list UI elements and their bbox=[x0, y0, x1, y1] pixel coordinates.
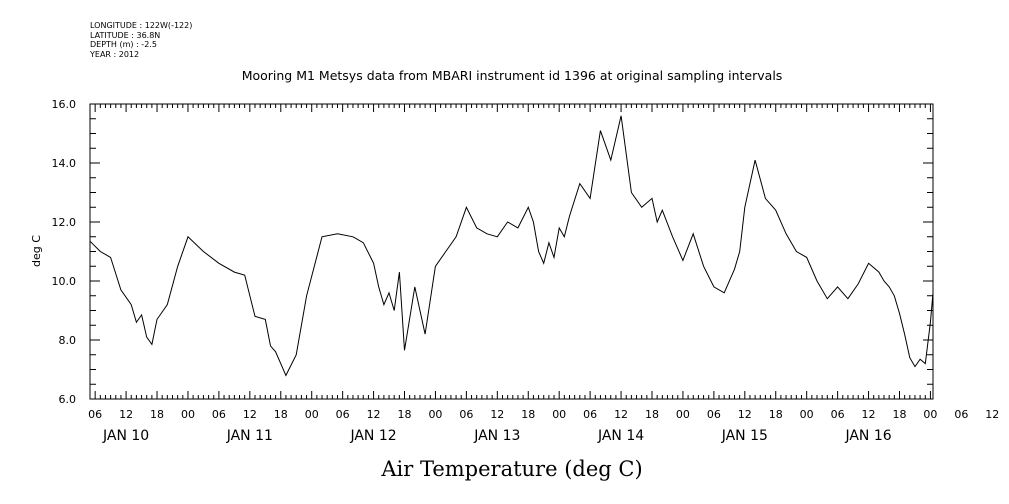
x-tick-label: 06 bbox=[459, 408, 473, 421]
day-label: JAN 12 bbox=[349, 428, 396, 444]
x-tick-label: 06 bbox=[336, 408, 350, 421]
x-tick-label: 12 bbox=[738, 408, 752, 421]
x-tick-label: 18 bbox=[398, 408, 412, 421]
x-tick-label: 12 bbox=[614, 408, 628, 421]
x-tick-label: 00 bbox=[800, 408, 814, 421]
x-tick-label: 06 bbox=[954, 408, 968, 421]
y-tick-label: 16.0 bbox=[52, 98, 77, 111]
x-tick-label: 12 bbox=[367, 408, 381, 421]
y-tick-label: 10.0 bbox=[52, 275, 77, 288]
x-tick-label: 12 bbox=[119, 408, 133, 421]
y-axis: 6.0 8.0 10.0 12.0 14.0 16.0 bbox=[52, 98, 933, 406]
day-label: JAN 11 bbox=[226, 428, 273, 444]
y-tick-label: 14.0 bbox=[52, 157, 77, 170]
x-tick-label: 18 bbox=[645, 408, 659, 421]
x-tick-label: 12 bbox=[985, 408, 999, 421]
day-label: JAN 10 bbox=[102, 428, 149, 444]
x-axis-label: Air Temperature (deg C) bbox=[380, 457, 642, 481]
day-label: JAN 15 bbox=[721, 428, 768, 444]
x-tick-label: 00 bbox=[676, 408, 690, 421]
x-tick-label: 06 bbox=[707, 408, 721, 421]
x-tick-label: 00 bbox=[428, 408, 442, 421]
depth-label: DEPTH (m) : -2.5 bbox=[90, 40, 157, 49]
x-tick-label: 06 bbox=[583, 408, 597, 421]
latitude-label: LATITUDE : 36.8N bbox=[90, 30, 161, 40]
plot-frame bbox=[89, 103, 934, 400]
y-axis-label: deg C bbox=[30, 235, 43, 267]
x-tick-label: 06 bbox=[212, 408, 226, 421]
x-axis: 06 12 18 00 06 12 18 00 06 12 18 00 06 12 18 00 06 12 18 00… bbox=[88, 104, 999, 444]
x-tick-label: 00 bbox=[305, 408, 319, 421]
x-tick-label: 06 bbox=[88, 408, 102, 421]
x-tick-label: 00 bbox=[923, 408, 937, 421]
day-label: JAN 16 bbox=[844, 428, 891, 444]
x-tick-label: 12 bbox=[490, 408, 504, 421]
x-tick-label: 12 bbox=[243, 408, 257, 421]
x-tick-label: 18 bbox=[274, 408, 288, 421]
x-tick-label: 18 bbox=[150, 408, 164, 421]
x-tick-label: 18 bbox=[892, 408, 906, 421]
x-tick-label: 18 bbox=[769, 408, 783, 421]
y-tick-label: 12.0 bbox=[52, 216, 77, 229]
x-tick-label: 18 bbox=[521, 408, 535, 421]
x-tick-label: 00 bbox=[181, 408, 195, 421]
y-tick-label: 6.0 bbox=[59, 393, 77, 406]
chart-title: Mooring M1 Metsys data from MBARI instru… bbox=[242, 68, 783, 83]
day-label: JAN 13 bbox=[473, 428, 520, 444]
x-tick-label: 12 bbox=[862, 408, 876, 421]
y-tick-label: 8.0 bbox=[59, 334, 77, 347]
temperature-series-line bbox=[89, 115, 934, 377]
longitude-label: LONGITUDE : 122W(-122) bbox=[90, 21, 193, 30]
day-label: JAN 14 bbox=[597, 428, 644, 444]
x-tick-label: 00 bbox=[552, 408, 566, 421]
x-tick-label: 06 bbox=[831, 408, 845, 421]
year-label: YEAR : 2012 bbox=[90, 49, 140, 59]
station-metadata: LONGITUDE : 122W(-122) LATITUDE : 36.8N … bbox=[90, 21, 192, 59]
